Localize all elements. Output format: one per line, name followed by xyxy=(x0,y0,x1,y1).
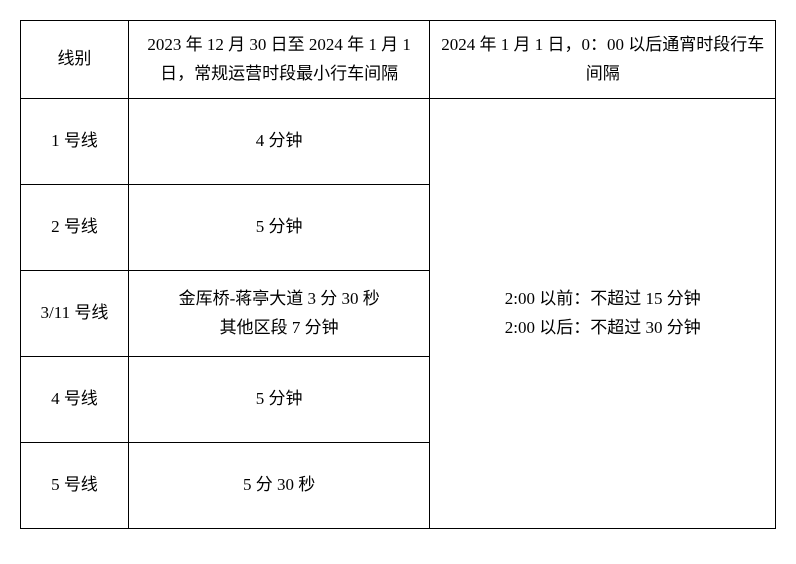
header-line: 线别 xyxy=(21,21,129,99)
cell-regular-2: 5 分钟 xyxy=(128,185,430,271)
header-overnight: 2024 年 1 月 1 日，0：00 以后通宵时段行车间隔 xyxy=(430,21,776,99)
cell-line-5: 5 号线 xyxy=(21,443,129,529)
table-row: 1 号线 4 分钟 2:00 以前：不超过 15 分钟 2:00 以后：不超过 … xyxy=(21,99,776,185)
cell-line-4: 4 号线 xyxy=(21,357,129,443)
cell-line-1: 1 号线 xyxy=(21,99,129,185)
schedule-table: 线别 2023 年 12 月 30 日至 2024 年 1 月 1 日，常规运营… xyxy=(20,20,776,529)
cell-regular-1: 4 分钟 xyxy=(128,99,430,185)
cell-regular-4: 5 分钟 xyxy=(128,357,430,443)
cell-line-2: 2 号线 xyxy=(21,185,129,271)
cell-regular-5: 5 分 30 秒 xyxy=(128,443,430,529)
cell-line-3: 3/11 号线 xyxy=(21,271,129,357)
table-header-row: 线别 2023 年 12 月 30 日至 2024 年 1 月 1 日，常规运营… xyxy=(21,21,776,99)
cell-regular-3: 金厍桥-蒋亭大道 3 分 30 秒 其他区段 7 分钟 xyxy=(128,271,430,357)
header-regular: 2023 年 12 月 30 日至 2024 年 1 月 1 日，常规运营时段最… xyxy=(128,21,430,99)
cell-overnight-merged: 2:00 以前：不超过 15 分钟 2:00 以后：不超过 30 分钟 xyxy=(430,99,776,529)
